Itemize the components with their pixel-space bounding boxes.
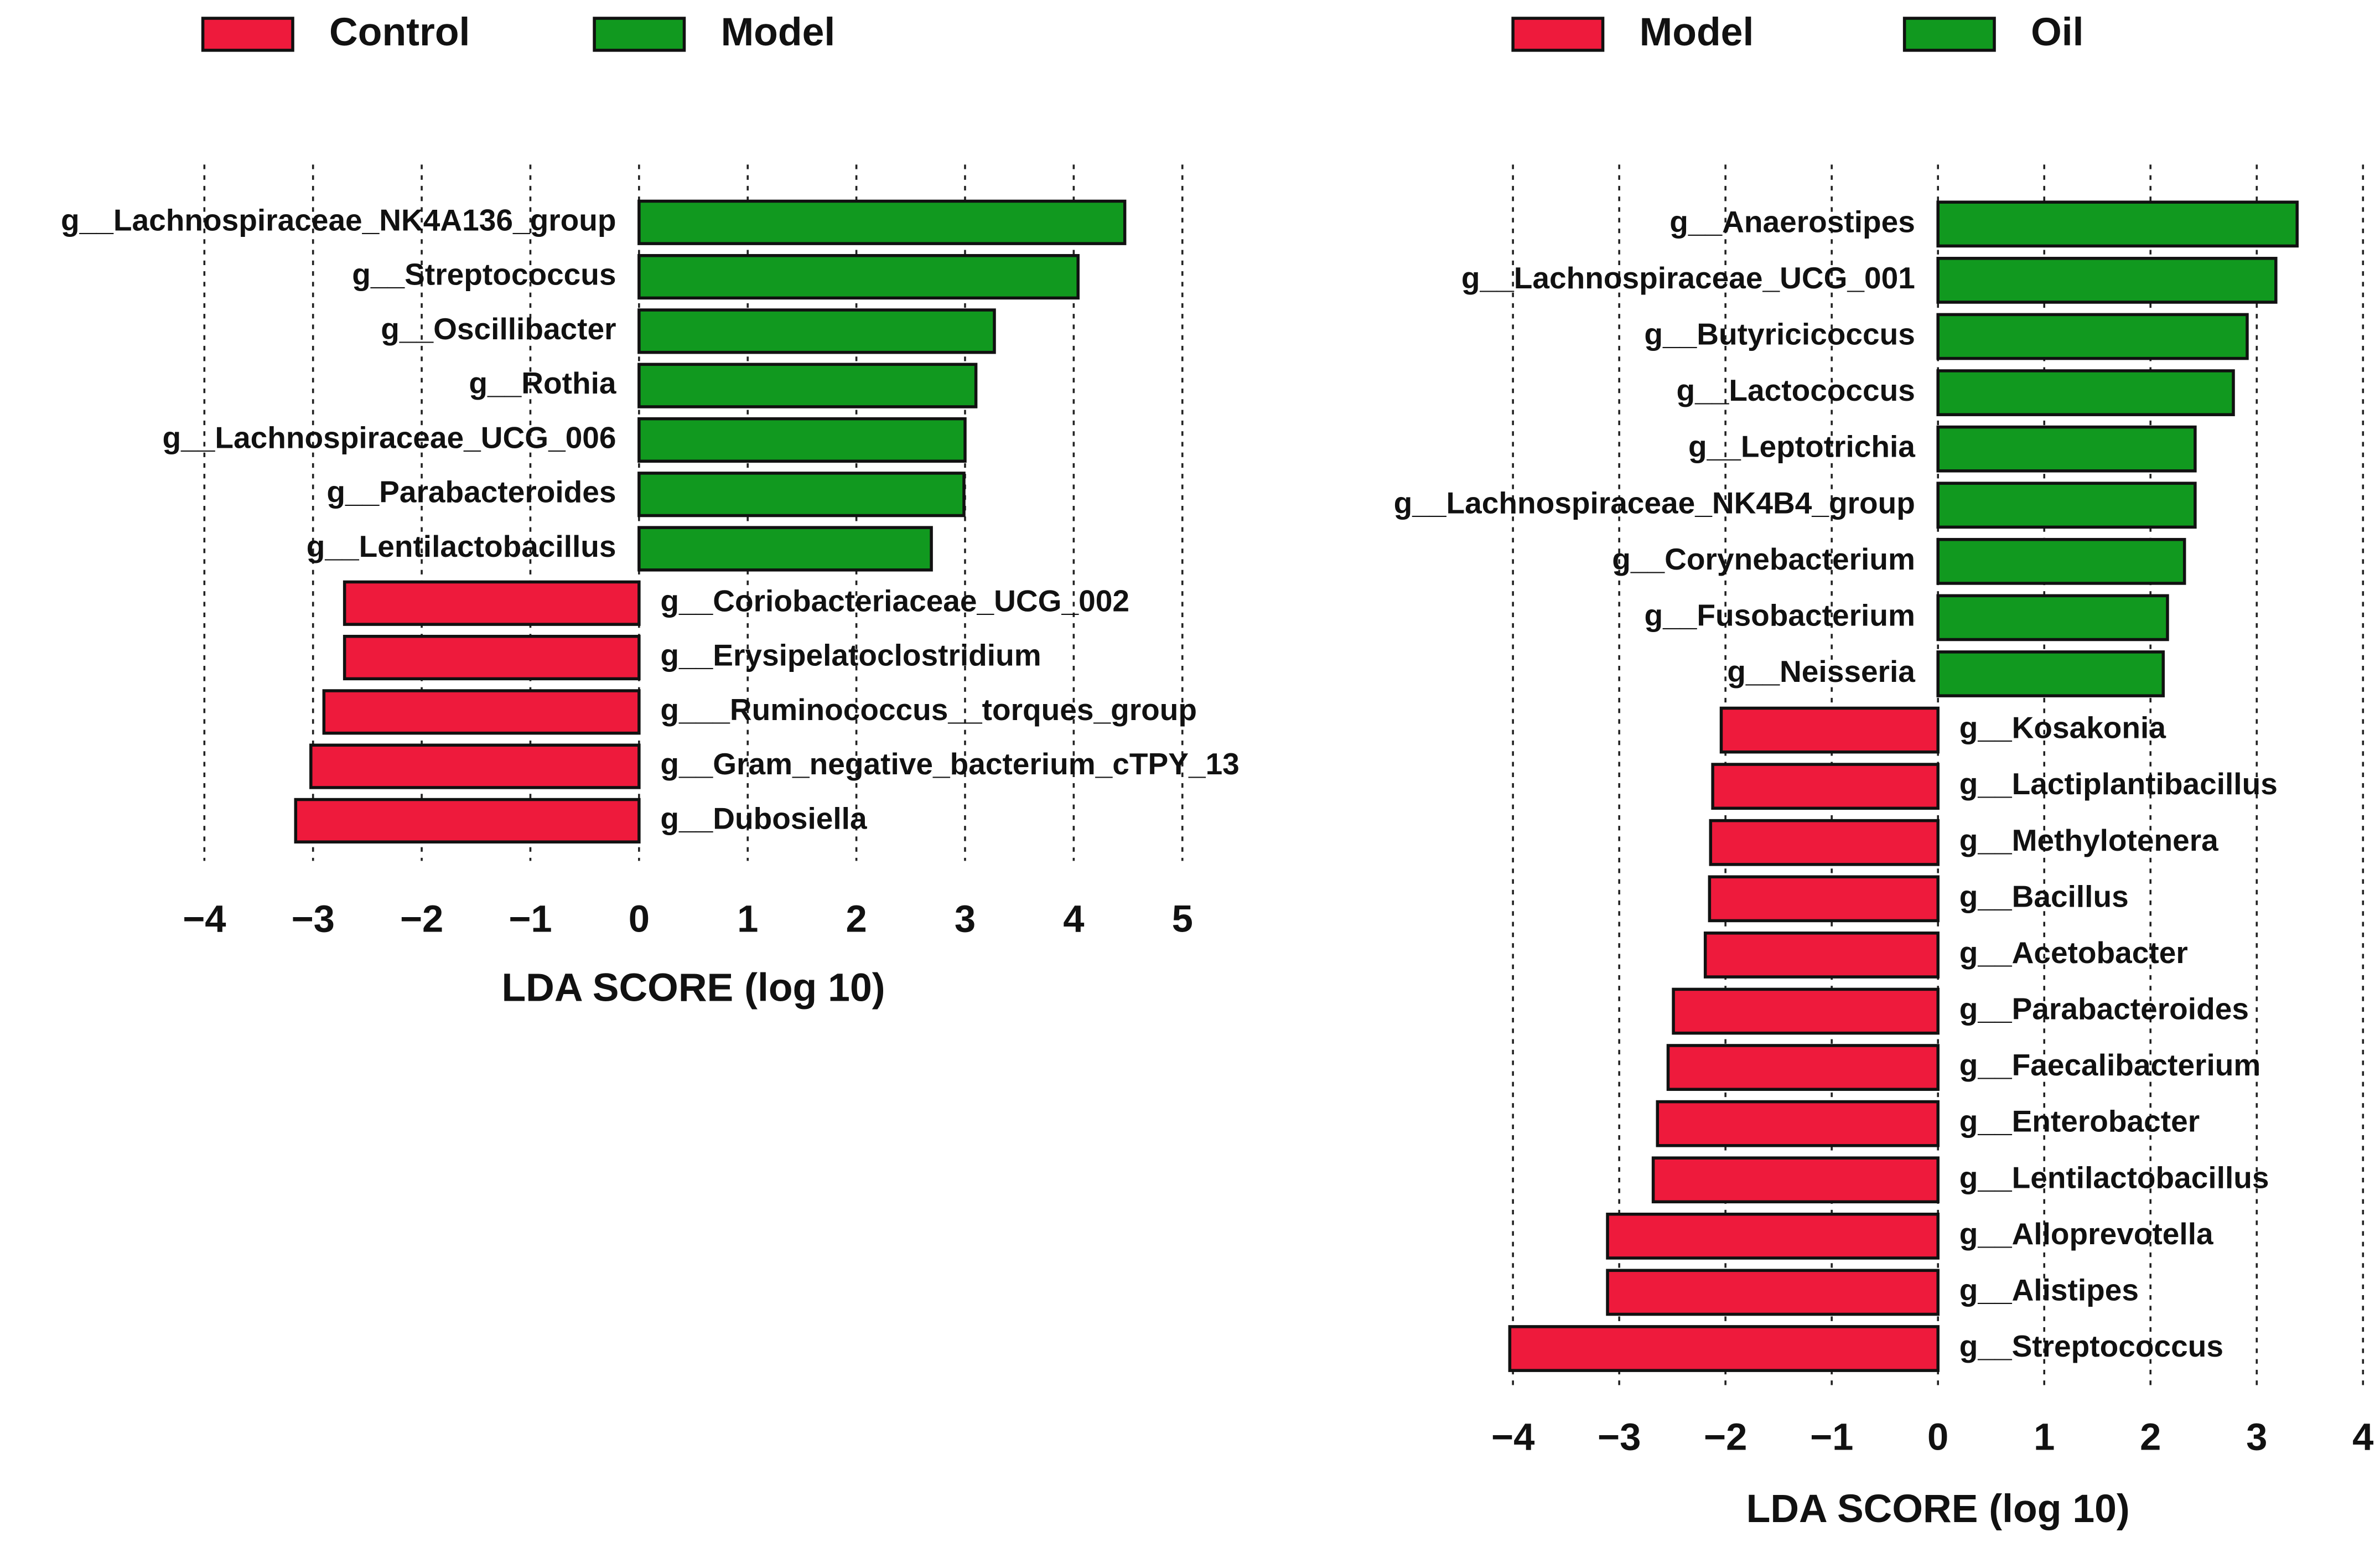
x-tick-label: −3 bbox=[1598, 1416, 1641, 1458]
category-label: g__Enterobacter bbox=[1959, 1104, 2200, 1139]
bar bbox=[1936, 313, 2249, 360]
bar bbox=[1711, 763, 1940, 810]
bar bbox=[1936, 482, 2197, 529]
x-tick-label: −2 bbox=[1704, 1416, 1747, 1458]
x-tick-label: −1 bbox=[1810, 1416, 1853, 1458]
x-tick-label: −2 bbox=[400, 898, 443, 940]
bar bbox=[1703, 932, 1940, 979]
category-label: g__Erysipelatoclostridium bbox=[660, 638, 1041, 672]
x-tick-label: 1 bbox=[737, 898, 758, 940]
bar bbox=[637, 199, 1127, 245]
category-label: g__Parabacteroides bbox=[1959, 992, 2249, 1026]
legend-label: Model bbox=[1640, 10, 1754, 54]
bar bbox=[1666, 1044, 1940, 1091]
x-tick-label: 3 bbox=[955, 898, 976, 940]
category-label: g__Dubosiella bbox=[660, 801, 867, 835]
category-label: g__Gram_negative_bacterium_cTPY_13 bbox=[660, 747, 1239, 781]
bar bbox=[1508, 1325, 1940, 1372]
category-label: g__Faecalibacterium bbox=[1959, 1048, 2261, 1082]
category-label: g__Corynebacterium bbox=[1612, 542, 1915, 576]
category-label: g__Lactococcus bbox=[1677, 373, 1915, 407]
x-tick-label: 2 bbox=[846, 898, 867, 940]
category-label: g__Lachnospiraceae_UCG_001 bbox=[1461, 261, 1915, 295]
bar bbox=[309, 743, 641, 789]
bar bbox=[1672, 987, 1940, 1035]
category-label: g__Lachnospiraceae_UCG_006 bbox=[163, 420, 616, 454]
category-label: g__Kosakonia bbox=[1959, 711, 2166, 745]
x-tick-label: −3 bbox=[291, 898, 334, 940]
category-label: g__Butyricicoccus bbox=[1644, 317, 1915, 351]
bar bbox=[343, 634, 641, 681]
category-label: g__Methylotenera bbox=[1959, 823, 2218, 857]
x-tick-label: 4 bbox=[2352, 1416, 2373, 1458]
x-tick-label: 0 bbox=[1927, 1416, 1948, 1458]
category-label: g__Lentilactobacillus bbox=[307, 529, 616, 563]
bar bbox=[1936, 537, 2186, 585]
category-label: g__Lachnospiraceae_NK4B4_group bbox=[1394, 485, 1915, 520]
category-label: g__Bacillus bbox=[1959, 879, 2129, 913]
category-label: g__Parabacteroides bbox=[326, 475, 616, 509]
x-tick-label: 0 bbox=[629, 898, 650, 940]
legend-swatch bbox=[1511, 17, 1605, 52]
category-label: g__Rothia bbox=[469, 366, 616, 400]
bar bbox=[637, 472, 966, 518]
bar bbox=[1936, 594, 2169, 641]
bar bbox=[1656, 1100, 1940, 1147]
x-tick-label: 1 bbox=[2034, 1416, 2055, 1458]
bar bbox=[1936, 650, 2165, 697]
bar bbox=[1708, 875, 1940, 923]
bar bbox=[1719, 706, 1940, 754]
category-label: g__Anaerostipes bbox=[1669, 204, 1915, 239]
category-label: g__Alistipes bbox=[1959, 1272, 2139, 1307]
x-tick-label: 5 bbox=[1172, 898, 1193, 940]
legend-swatch bbox=[1902, 17, 1996, 52]
legend-label: Model bbox=[721, 10, 836, 54]
category-label: g__Lactiplantibacillus bbox=[1959, 767, 2278, 801]
x-axis-title: LDA SCORE (log 10) bbox=[501, 965, 885, 1010]
bar bbox=[637, 308, 996, 354]
category-label: g__Leptotrichia bbox=[1688, 430, 1915, 464]
x-tick-label: 4 bbox=[1063, 898, 1084, 940]
bar bbox=[637, 363, 978, 408]
category-label: g__Streptococcus bbox=[1959, 1329, 2223, 1363]
category-label: g__Neisseria bbox=[1727, 654, 1915, 689]
x-tick-label: −4 bbox=[1491, 1416, 1534, 1458]
bar bbox=[343, 580, 641, 626]
category-label: g___Ruminococcus__torques_group bbox=[660, 692, 1197, 727]
category-label: g__Fusobacterium bbox=[1644, 598, 1915, 632]
bar bbox=[294, 798, 641, 844]
x-axis-title: LDA SCORE (log 10) bbox=[1746, 1487, 2130, 1531]
bar bbox=[1936, 200, 2299, 248]
category-label: g__Coriobacteriaceae_UCG_002 bbox=[660, 583, 1129, 618]
legend-label: Oil bbox=[2031, 10, 2083, 54]
bar bbox=[1936, 425, 2197, 473]
category-label: g__Streptococcus bbox=[352, 257, 616, 292]
bar bbox=[1936, 257, 2278, 304]
x-tick-label: −4 bbox=[183, 898, 226, 940]
legend-label: Control bbox=[329, 10, 470, 54]
x-tick-label: 2 bbox=[2140, 1416, 2161, 1458]
category-label: g__Alloprevotella bbox=[1959, 1217, 2213, 1251]
bar bbox=[637, 253, 1080, 300]
bar bbox=[637, 526, 933, 572]
category-label: g__Oscillibacter bbox=[381, 312, 616, 346]
legend-swatch bbox=[593, 17, 686, 52]
category-label: g__Lachnospiraceae_NK4A136_group bbox=[61, 203, 616, 237]
category-label: g__Acetobacter bbox=[1959, 935, 2188, 970]
bar bbox=[1651, 1156, 1940, 1204]
x-tick-label: 3 bbox=[2246, 1416, 2267, 1458]
bar bbox=[637, 417, 967, 463]
legend-swatch bbox=[201, 17, 294, 52]
bar bbox=[1709, 819, 1940, 866]
bar bbox=[1606, 1269, 1940, 1316]
x-tick-label: −1 bbox=[509, 898, 552, 940]
bar bbox=[1936, 369, 2235, 416]
bar bbox=[1606, 1212, 1940, 1260]
bar bbox=[322, 689, 641, 735]
category-label: g__Lentilactobacillus bbox=[1959, 1160, 2269, 1194]
